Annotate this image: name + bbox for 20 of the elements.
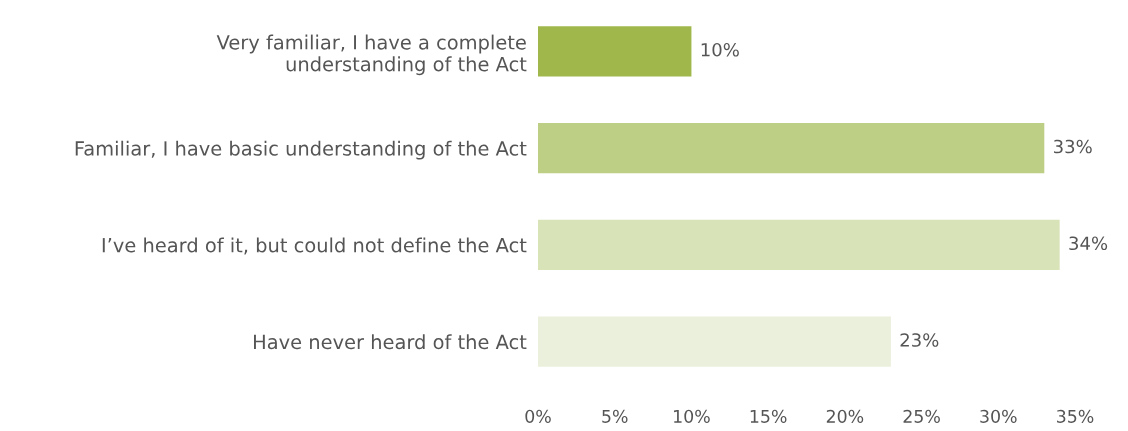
x-tick-label: 5% bbox=[602, 409, 628, 423]
x-tick-label: 10% bbox=[674, 409, 710, 423]
x-tick-label: 35% bbox=[1057, 409, 1094, 423]
x-tick-label: 30% bbox=[980, 409, 1017, 423]
y-tick-label: Have never heard of the Act bbox=[254, 334, 527, 350]
data-label: 23% bbox=[900, 333, 939, 347]
y-tick-label: I’ve heard of it, but could not define the Act bbox=[102, 237, 527, 255]
bar bbox=[538, 316, 891, 367]
data-label: 10% bbox=[701, 42, 739, 57]
x-tick-label: 25% bbox=[903, 409, 940, 423]
y-tick-label: Very familiar, I have a complete understanding of the Act bbox=[216, 34, 527, 76]
bar bbox=[538, 26, 692, 77]
x-tick-label: 20% bbox=[826, 409, 864, 423]
data-label: 33% bbox=[1054, 139, 1092, 154]
y-tick-label: Familiar, I have basic understanding of the Act bbox=[75, 140, 527, 160]
x-tick-label: 15% bbox=[750, 409, 787, 423]
bar bbox=[538, 219, 1060, 271]
x-tick-label: 0% bbox=[525, 409, 551, 423]
data-label: 34% bbox=[1069, 236, 1108, 251]
bar bbox=[538, 122, 1045, 174]
